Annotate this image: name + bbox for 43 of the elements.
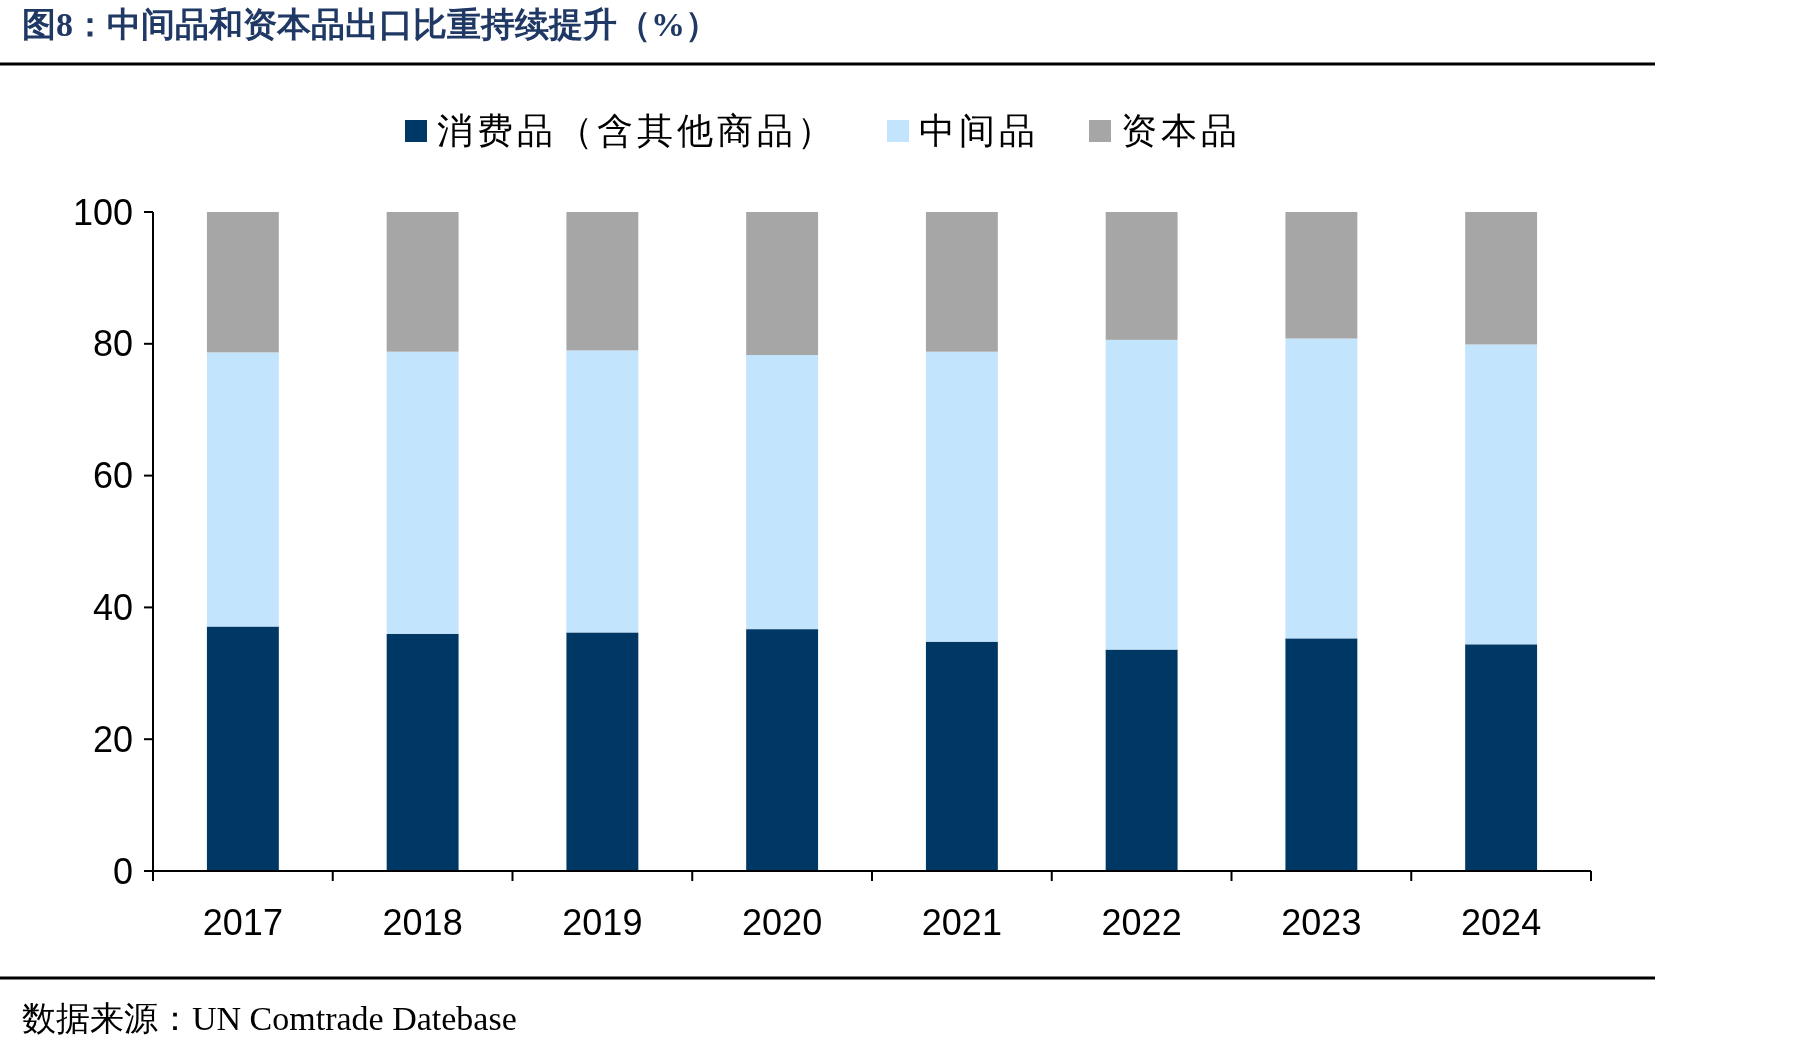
bar xyxy=(746,629,819,871)
bar xyxy=(1465,212,1538,345)
y-tick-label: 20 xyxy=(92,718,133,760)
x-tick-label: 2024 xyxy=(1461,901,1542,943)
x-tick-label: 2017 xyxy=(202,901,283,943)
bar xyxy=(1105,339,1178,650)
bar xyxy=(206,212,279,353)
bar xyxy=(566,350,639,633)
bar xyxy=(1465,344,1538,645)
x-tick-label: 2018 xyxy=(382,901,463,943)
x-tick-label: 2021 xyxy=(921,901,1002,943)
x-tick-label: 2023 xyxy=(1281,901,1362,943)
bar xyxy=(206,626,279,871)
legend-label: 资本品 xyxy=(1121,111,1241,151)
chart-title: 图8：中间品和资本品出口比重持续提升（%） xyxy=(22,6,719,43)
bar xyxy=(746,355,819,630)
x-tick-label: 2020 xyxy=(742,901,823,943)
legend-label: 中间品 xyxy=(919,111,1039,151)
bar xyxy=(925,212,998,352)
y-tick-label: 60 xyxy=(92,455,133,497)
bar xyxy=(925,641,998,871)
bar xyxy=(386,351,459,634)
bar xyxy=(566,632,639,871)
legend-label: 消费品（含其他商品） xyxy=(437,111,837,151)
bar xyxy=(1465,644,1538,871)
y-tick-label: 40 xyxy=(92,586,133,628)
bar xyxy=(386,633,459,871)
source-note: 数据来源：UN Comtrade Datebase xyxy=(22,999,517,1037)
y-tick-label: 0 xyxy=(112,850,133,892)
bar xyxy=(206,352,279,627)
x-tick-label: 2022 xyxy=(1101,901,1182,943)
x-tick-label: 2019 xyxy=(562,901,643,943)
y-tick-label: 80 xyxy=(92,323,133,365)
bar xyxy=(925,351,998,642)
bar xyxy=(1285,638,1358,871)
bar xyxy=(1285,212,1358,339)
bar xyxy=(1105,649,1178,871)
bar xyxy=(566,212,639,351)
bar xyxy=(1105,212,1178,340)
bar xyxy=(746,212,819,355)
bar xyxy=(386,212,459,352)
y-tick-label: 100 xyxy=(72,191,133,233)
bar xyxy=(1285,338,1358,639)
